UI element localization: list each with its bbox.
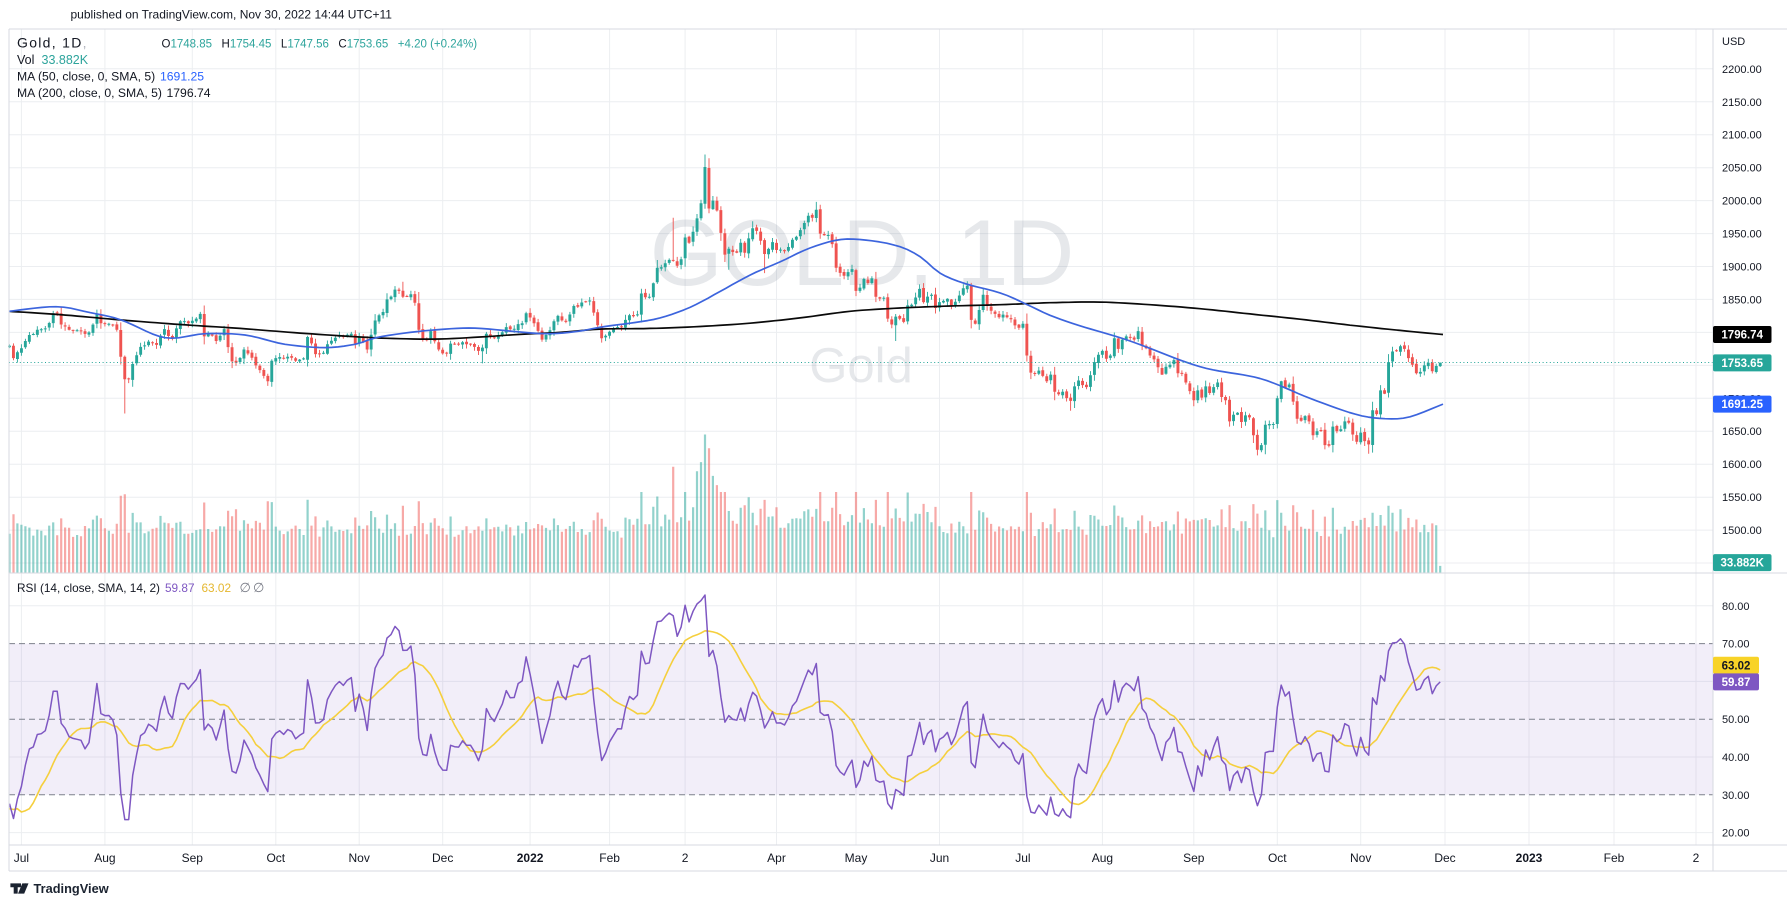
svg-text:1500.00: 1500.00 <box>1722 525 1762 537</box>
svg-text:70.00: 70.00 <box>1722 639 1750 651</box>
svg-text:Sep: Sep <box>1183 851 1205 865</box>
svg-text:2050.00: 2050.00 <box>1722 163 1762 175</box>
svg-text:1950.00: 1950.00 <box>1722 229 1762 241</box>
svg-text:Jun: Jun <box>930 851 949 865</box>
svg-text:Gold: Gold <box>809 339 913 393</box>
svg-text:1600.00: 1600.00 <box>1722 459 1762 471</box>
svg-text:MA (50, close, 0, SMA, 5)1691.: MA (50, close, 0, SMA, 5) 1691.25 <box>17 70 204 84</box>
svg-text:30.00: 30.00 <box>1722 790 1750 802</box>
svg-text:Oct: Oct <box>1268 851 1287 865</box>
svg-text:Feb: Feb <box>599 851 620 865</box>
svg-text:40.00: 40.00 <box>1722 752 1750 764</box>
svg-text:RSI (14, close, SMA, 14, 2)59.: RSI (14, close, SMA, 14, 2) 59.87 63.02 ∅ ∅ <box>17 580 264 595</box>
svg-text:2200.00: 2200.00 <box>1722 64 1762 76</box>
svg-text:Oct: Oct <box>266 851 285 865</box>
svg-text:50.00: 50.00 <box>1722 714 1750 726</box>
svg-text:2: 2 <box>682 851 689 865</box>
svg-text:2000.00: 2000.00 <box>1722 196 1762 208</box>
svg-text:Jul: Jul <box>1015 851 1030 865</box>
svg-text:Gold, 1D,: Gold, 1D, <box>17 35 88 51</box>
svg-text:MA (200, close, 0, SMA, 5)1796: MA (200, close, 0, SMA, 5) 1796.74 <box>17 86 211 100</box>
svg-text:20.00: 20.00 <box>1722 828 1750 840</box>
svg-text:2022: 2022 <box>517 851 544 865</box>
svg-text:Aug: Aug <box>1092 851 1113 865</box>
svg-text:Dec: Dec <box>1434 851 1455 865</box>
svg-text:1650.00: 1650.00 <box>1722 426 1762 438</box>
svg-text:1691.25: 1691.25 <box>1721 399 1763 411</box>
svg-text:1900.00: 1900.00 <box>1722 262 1762 274</box>
svg-text:Jul: Jul <box>14 851 29 865</box>
svg-text:Nov: Nov <box>349 851 370 865</box>
svg-text:Aug: Aug <box>94 851 115 865</box>
svg-text:80.00: 80.00 <box>1722 601 1750 613</box>
svg-text:May: May <box>845 851 868 865</box>
svg-text:Dec: Dec <box>432 851 453 865</box>
svg-text:Sep: Sep <box>182 851 204 865</box>
svg-text:2150.00: 2150.00 <box>1722 97 1762 109</box>
svg-text:63.02: 63.02 <box>1722 660 1751 672</box>
svg-text:1550.00: 1550.00 <box>1722 492 1762 504</box>
svg-text:2023: 2023 <box>1516 851 1543 865</box>
svg-text:Feb: Feb <box>1604 851 1625 865</box>
svg-text:TradingView: TradingView <box>34 881 109 896</box>
svg-text:1753.65: 1753.65 <box>1721 358 1763 370</box>
svg-text:USD: USD <box>1722 36 1745 48</box>
svg-text:published on TradingView.com,: published on TradingView.com, Nov 30, 20… <box>71 8 393 22</box>
svg-text:Nov: Nov <box>1350 851 1371 865</box>
svg-text:1796.74: 1796.74 <box>1721 330 1763 342</box>
svg-text:59.87: 59.87 <box>1722 677 1751 689</box>
svg-text:Apr: Apr <box>767 851 786 865</box>
svg-text:2100.00: 2100.00 <box>1722 130 1762 142</box>
svg-text:1850.00: 1850.00 <box>1722 294 1762 306</box>
svg-text:2: 2 <box>1693 851 1700 865</box>
svg-text:33.882K: 33.882K <box>1720 558 1764 570</box>
